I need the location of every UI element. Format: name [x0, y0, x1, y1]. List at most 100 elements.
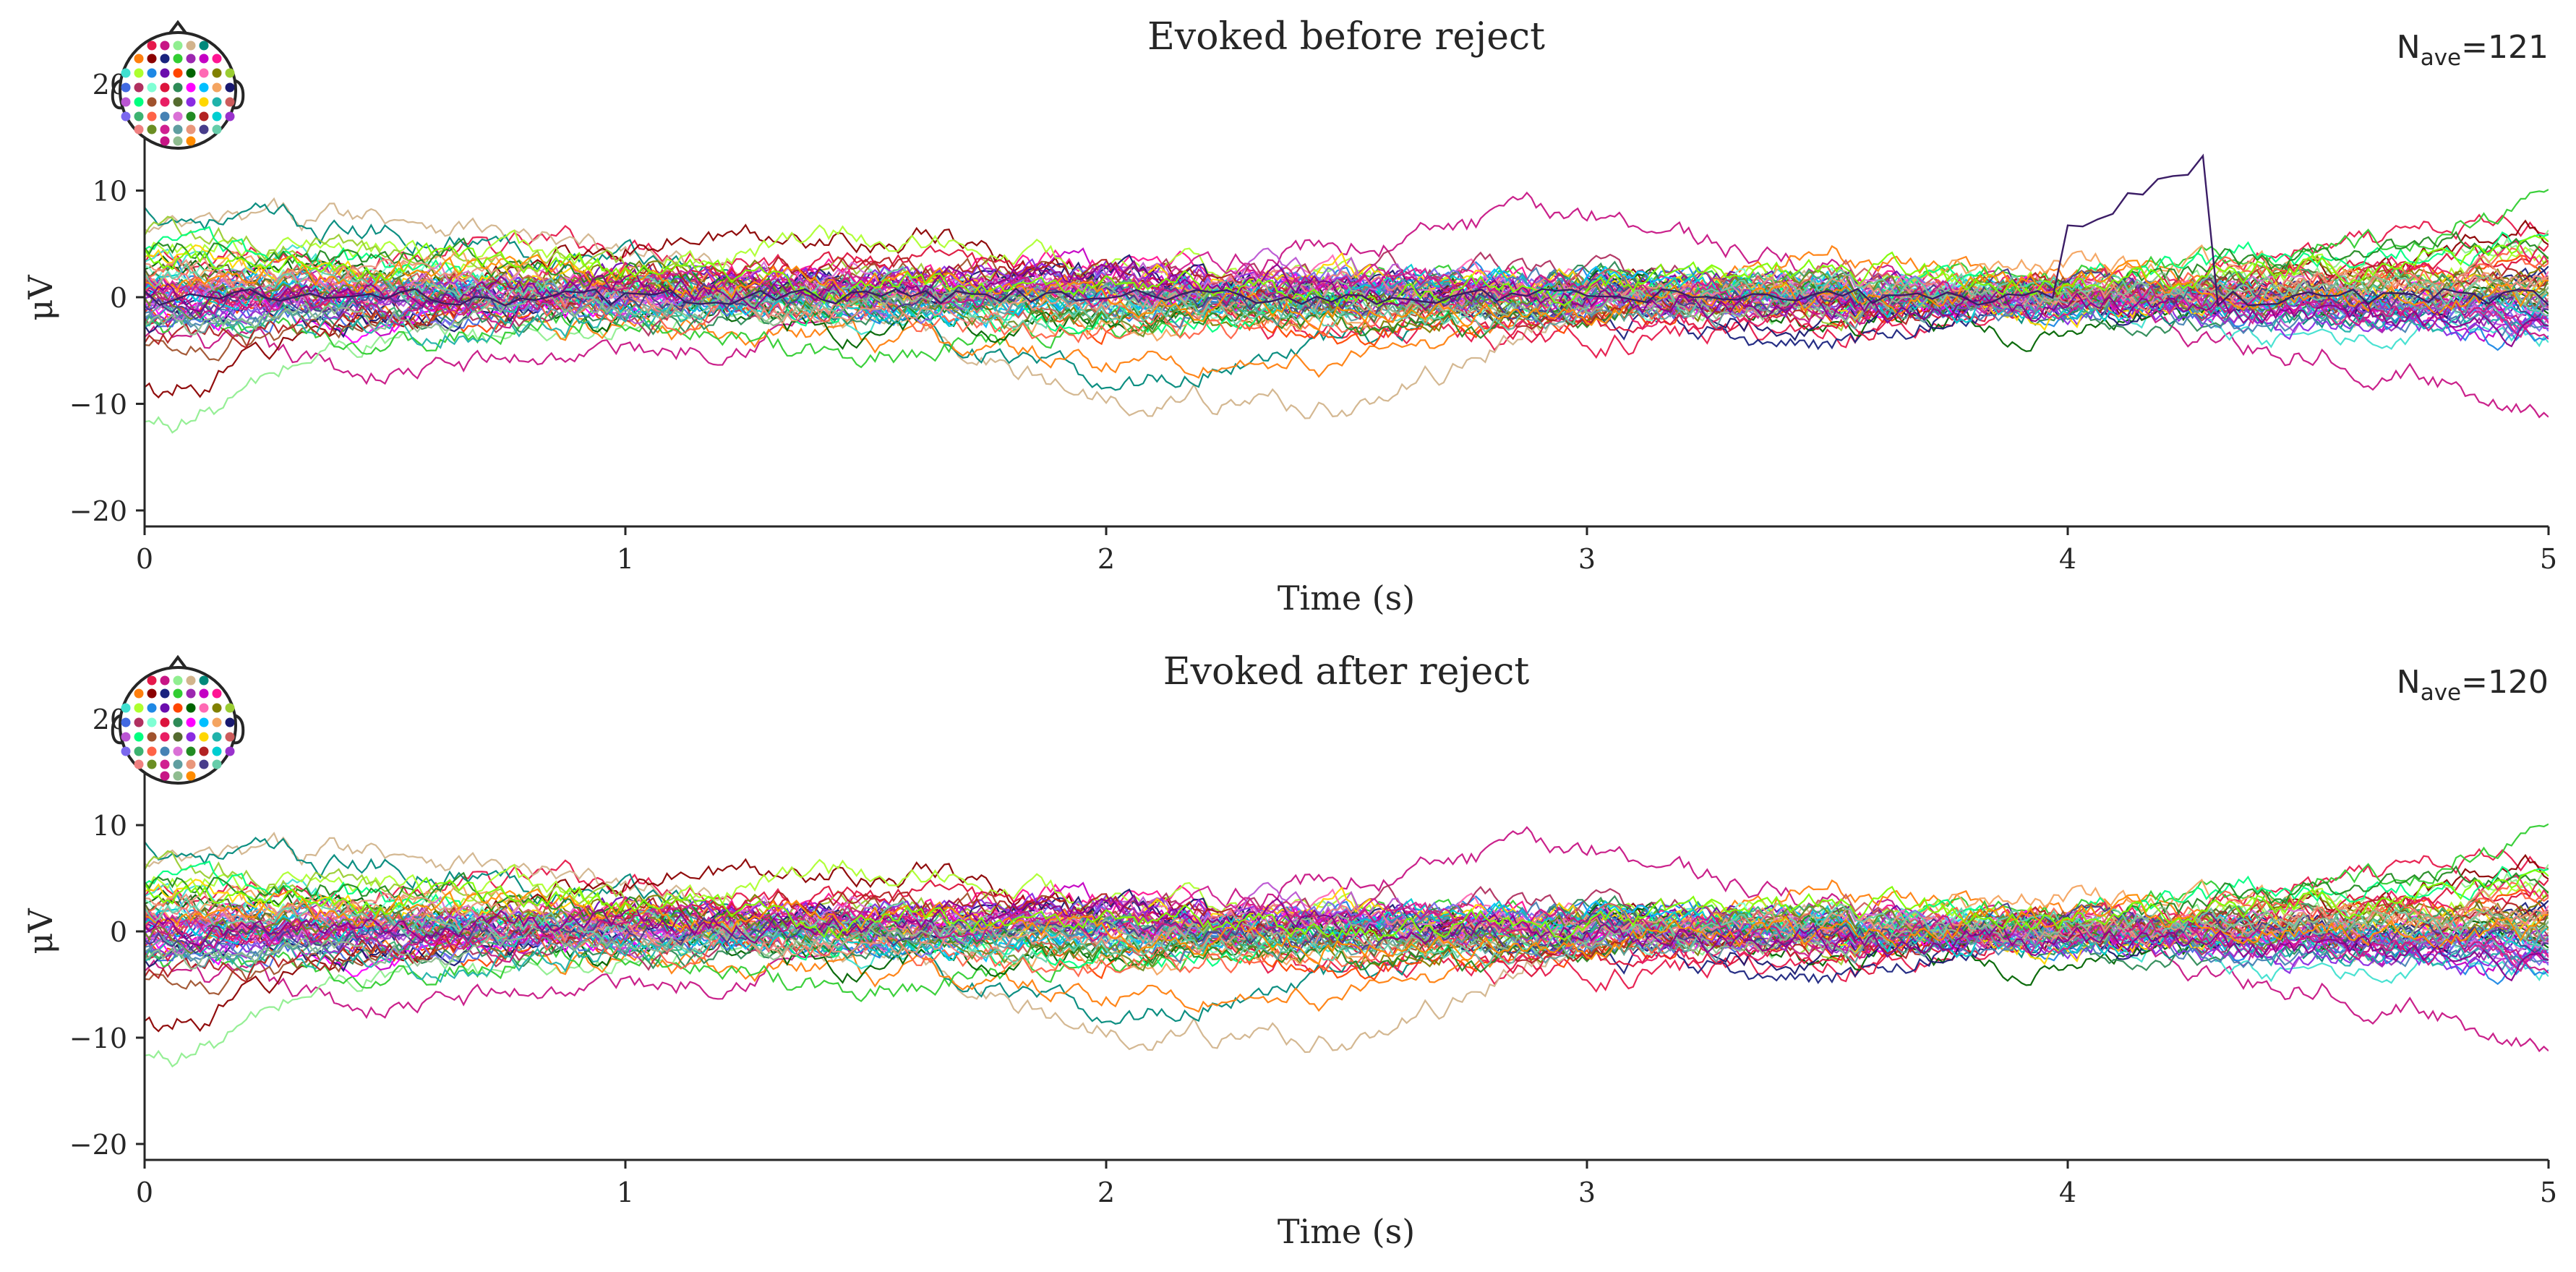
sensor-dot: [147, 688, 157, 699]
channel-trace: [145, 904, 2549, 974]
channel-trace: [145, 888, 2549, 965]
panel-title: Evoked before reject: [1147, 15, 1545, 59]
sensor-dot: [147, 82, 157, 93]
sensor-dot: [225, 703, 235, 713]
sensor-dot: [212, 732, 222, 742]
sensor-dot: [212, 97, 222, 107]
sensor-dot: [121, 97, 131, 107]
channel-trace: [145, 260, 2549, 348]
sensor-dot: [121, 717, 131, 727]
x-tick-label: 3: [1578, 1177, 1596, 1208]
head-nose: [168, 654, 188, 670]
x-tick-label: 1: [617, 543, 634, 575]
sensor-dot: [134, 717, 144, 727]
x-tick-label: 5: [2540, 543, 2557, 575]
sensor-dot: [173, 746, 183, 756]
sensor-dot: [134, 732, 144, 742]
sensor-dot: [199, 759, 209, 769]
sensor-dot: [186, 675, 196, 686]
sensor-dot: [186, 759, 196, 769]
sensor-dot: [225, 717, 235, 727]
sensor-dot: [160, 688, 170, 699]
x-tick-label: 1: [617, 1177, 634, 1208]
sensor-dot: [225, 732, 235, 742]
x-ticks: 0 1 2 3 4 5: [136, 526, 2557, 575]
channel-trace: [145, 269, 2549, 340]
sensor-dot: [160, 675, 170, 686]
sensor-dot: [173, 68, 183, 78]
sensor-dot: [121, 703, 131, 713]
sensor-dot: [173, 717, 183, 727]
x-tick-label: 5: [2540, 1177, 2557, 1208]
head-right-ear: [233, 714, 245, 745]
sensor-dot: [186, 97, 196, 107]
sensor-dot: [173, 111, 183, 121]
sensor-dot: [160, 732, 170, 742]
y-tick-label: −20: [69, 495, 127, 527]
channel-trace: [145, 897, 2549, 968]
sensor-dot: [147, 732, 157, 742]
sensor-head-inset: [111, 654, 245, 785]
sensor-dot: [147, 68, 157, 78]
sensor-dot: [147, 703, 157, 713]
sensor-dot: [134, 688, 144, 699]
channel-trace: [145, 279, 2549, 333]
y-tick-label: −10: [69, 388, 127, 420]
sensor-dot: [212, 111, 222, 121]
sensor-dot: [160, 68, 170, 78]
sensor-dot: [199, 675, 209, 686]
sensor-dot: [173, 703, 183, 713]
sensor-dot: [186, 746, 196, 756]
sensor-dot: [173, 759, 183, 769]
head-nose: [168, 20, 188, 35]
sensor-dot: [134, 82, 144, 93]
sensor-dot: [134, 703, 144, 713]
sensor-dot: [173, 732, 183, 742]
sensor-dot: [212, 68, 222, 78]
sensor-head-inset: [111, 20, 245, 150]
sensor-dot: [134, 97, 144, 107]
sensor-dot: [134, 759, 144, 769]
sensor-dot: [186, 54, 196, 64]
sensor-dot: [212, 54, 222, 64]
sensor-dot: [147, 97, 157, 107]
sensor-dot: [160, 771, 170, 781]
nave-annotation: Nave=121: [2397, 29, 2549, 71]
sensor-dot: [160, 40, 170, 51]
sensor-dot: [147, 759, 157, 769]
x-tick-label: 0: [136, 543, 153, 575]
sensor-dot: [199, 68, 209, 78]
x-tick-label: 2: [1097, 1177, 1115, 1208]
sensor-dot: [199, 111, 209, 121]
sensor-dot: [225, 111, 235, 121]
sensor-dot: [147, 54, 157, 64]
x-tick-label: 0: [136, 1177, 153, 1208]
sensor-dot: [212, 717, 222, 727]
sensor-dot: [186, 68, 196, 78]
sensor-dot: [212, 759, 222, 769]
sensor-dot: [147, 40, 157, 51]
sensor-dot: [160, 746, 170, 756]
sensor-dot: [212, 82, 222, 93]
sensor-dot: [186, 136, 196, 146]
y-axis-label: μV: [21, 275, 60, 321]
sensor-dot: [199, 97, 209, 107]
sensor-dot: [147, 675, 157, 686]
sensor-dot: [199, 732, 209, 742]
sensor-dot: [121, 68, 131, 78]
sensor-dot: [225, 68, 235, 78]
sensor-dot: [173, 771, 183, 781]
sensor-dot: [173, 688, 183, 699]
sensor-dot: [160, 703, 170, 713]
x-tick-label: 2: [1097, 543, 1115, 575]
head-left-ear: [111, 79, 123, 110]
sensor-dot: [160, 124, 170, 135]
nave-annotation: Nave=120: [2397, 664, 2549, 706]
sensor-dot: [160, 136, 170, 146]
sensor-dot: [160, 717, 170, 727]
sensor-dot: [173, 136, 183, 146]
sensor-dot: [121, 111, 131, 121]
sensor-dot: [212, 124, 222, 135]
